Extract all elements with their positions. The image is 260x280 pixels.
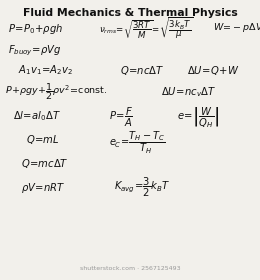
Text: $P\!=\!\dfrac{F}{A}$: $P\!=\!\dfrac{F}{A}$: [109, 106, 133, 129]
Text: $\Delta l\!=\!al_0\Delta T$: $\Delta l\!=\!al_0\Delta T$: [13, 109, 61, 123]
Text: shutterstock.com · 2567125493: shutterstock.com · 2567125493: [80, 266, 180, 271]
Text: $\nu_{rms}\!=\!\sqrt{\dfrac{3RT}{M}}\!=\!\sqrt{\dfrac{3k_BT}{\mu}}$: $\nu_{rms}\!=\!\sqrt{\dfrac{3RT}{M}}\!=\…: [99, 15, 193, 41]
Text: Fluid Mechanics & Thermal Physics: Fluid Mechanics & Thermal Physics: [23, 8, 237, 18]
Text: $W\!=\!-p\Delta V$: $W\!=\!-p\Delta V$: [213, 22, 260, 34]
Text: $K_{avg}\!=\!\dfrac{3}{2}k_BT$: $K_{avg}\!=\!\dfrac{3}{2}k_BT$: [114, 176, 171, 199]
Text: $P\!+\!\rho gy\!+\!\dfrac{1}{2}\rho v^2\!=\!\mathrm{const.}$: $P\!+\!\rho gy\!+\!\dfrac{1}{2}\rho v^2\…: [5, 81, 108, 102]
Text: $\Delta U\!=\!nc_v\Delta T$: $\Delta U\!=\!nc_v\Delta T$: [161, 85, 216, 99]
Text: $F_{buoy}\!=\!\rho Vg$: $F_{buoy}\!=\!\rho Vg$: [8, 43, 61, 58]
Text: $e_C\!=\!\dfrac{T_H-T_C}{T_H}$: $e_C\!=\!\dfrac{T_H-T_C}{T_H}$: [109, 129, 165, 156]
Text: $Q\!=\!mL$: $Q\!=\!mL$: [26, 133, 60, 146]
Text: $Q\!=\!mc\Delta T$: $Q\!=\!mc\Delta T$: [21, 157, 69, 170]
Text: $\Delta U\!=\!Q\!+\!W$: $\Delta U\!=\!Q\!+\!W$: [187, 64, 239, 77]
Text: $P\!=\!P_0\!+\!\rho gh$: $P\!=\!P_0\!+\!\rho gh$: [8, 22, 63, 36]
Text: $e\!=\!\left|\dfrac{W}{Q_H}\right|$: $e\!=\!\left|\dfrac{W}{Q_H}\right|$: [177, 104, 219, 130]
Text: $Q\!=\!nc\Delta T$: $Q\!=\!nc\Delta T$: [120, 64, 164, 77]
Text: $\rho V\!=\!nRT$: $\rho V\!=\!nRT$: [21, 181, 65, 195]
Text: $A_1v_1\!=\!A_2v_2$: $A_1v_1\!=\!A_2v_2$: [18, 64, 73, 78]
